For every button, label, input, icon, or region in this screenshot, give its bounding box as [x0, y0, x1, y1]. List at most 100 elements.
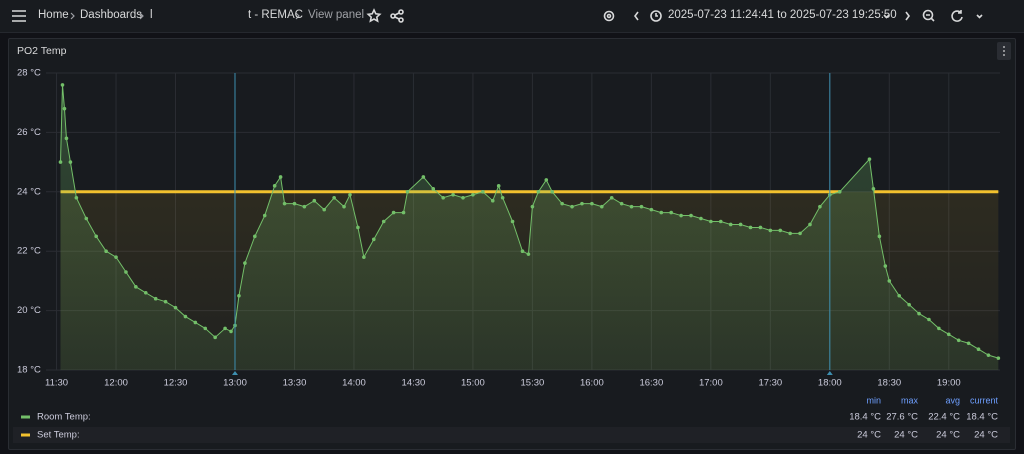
x-tick-label: 19:00: [937, 378, 961, 389]
data-point: [60, 83, 65, 87]
data-point: [871, 187, 876, 191]
data-point: [74, 195, 79, 200]
annotation-marker: [826, 371, 833, 375]
data-point: [348, 192, 352, 197]
refresh[interactable]: [951, 10, 963, 22]
data-point: [956, 338, 961, 343]
data-point: [163, 299, 168, 304]
time-range[interactable]: 2025-07-23 11:24:41 to 2025-07-23 19:25:…: [668, 9, 897, 21]
time-forward[interactable]: [905, 11, 910, 21]
breadcrumb[interactable]: l: [150, 9, 153, 21]
breadcrumb[interactable]: Home: [38, 9, 69, 21]
legend-row-bg: [13, 427, 1010, 443]
data-point: [84, 216, 89, 221]
data-point: [639, 204, 644, 209]
data-point: [272, 184, 277, 188]
data-point: [381, 219, 386, 224]
data-point: [243, 261, 247, 265]
data-point: [292, 201, 297, 206]
data-point: [728, 222, 733, 227]
data-point: [405, 190, 410, 194]
data-point: [62, 106, 67, 111]
breadcrumb[interactable]: t - REMAC: [248, 9, 303, 21]
data-point: [193, 320, 198, 325]
data-point: [229, 329, 233, 334]
y-tick-label: 18 °C: [17, 365, 41, 376]
x-tick-label: 12:30: [164, 378, 188, 389]
data-point: [421, 175, 426, 179]
data-point: [669, 210, 673, 215]
data-point: [927, 317, 931, 322]
data-point: [570, 204, 574, 209]
x-tick-label: 14:30: [402, 378, 426, 389]
data-point: [530, 204, 535, 209]
x-tick-label: 17:00: [699, 378, 723, 389]
data-point: [153, 296, 158, 301]
top-icons: [12, 8, 983, 23]
data-point: [738, 222, 743, 227]
data-point: [897, 293, 902, 298]
data-point: [536, 190, 541, 194]
data-point: [590, 201, 594, 206]
panel-title: PO2 Temp: [17, 45, 67, 57]
data-point: [887, 279, 892, 283]
data-point: [173, 305, 178, 310]
refresh-dropdown[interactable]: [976, 14, 983, 19]
data-point: [966, 341, 971, 346]
x-tick-label: 16:00: [580, 378, 604, 389]
data-point: [391, 210, 396, 215]
settings-icon[interactable]: [603, 10, 615, 22]
x-tick-label: 16:30: [639, 378, 663, 389]
data-point: [253, 234, 257, 239]
data-point: [481, 190, 485, 194]
data-point: [580, 201, 584, 206]
data-point: [302, 204, 307, 209]
data-point: [223, 326, 227, 331]
series-area: [60, 84, 999, 370]
panel-menu-dots: [1003, 46, 1005, 56]
data-point: [544, 178, 549, 182]
data-point: [907, 302, 911, 307]
legend-column-header: max: [901, 395, 919, 405]
data-point: [461, 195, 465, 200]
data-point: [748, 225, 753, 230]
data-point: [758, 225, 763, 230]
data-point: [342, 204, 346, 209]
data-point: [94, 234, 98, 239]
legend-name[interactable]: Set Temp:: [37, 430, 80, 441]
breadcrumb[interactable]: Dashboards: [80, 9, 143, 21]
star-icon[interactable]: [366, 8, 382, 23]
data-point: [946, 332, 951, 337]
data-point: [699, 216, 703, 221]
y-tick-label: 24 °C: [17, 186, 41, 197]
x-tick-label: 18:30: [877, 378, 901, 389]
data-point: [560, 201, 564, 206]
menu-icon[interactable]: [12, 10, 26, 22]
data-point: [629, 204, 634, 209]
data-point: [689, 213, 693, 218]
data-point: [322, 207, 327, 212]
time-picker-dropdown[interactable]: [883, 14, 890, 19]
data-point: [362, 255, 366, 259]
data-point: [490, 198, 495, 203]
share-icon[interactable]: [390, 9, 404, 23]
data-point: [496, 184, 501, 188]
data-point: [356, 225, 360, 230]
legend-stat: 18.4 °C: [849, 412, 881, 423]
data-point: [867, 157, 872, 161]
legend-column-header: avg: [945, 395, 960, 405]
legend-name[interactable]: Room Temp:: [37, 412, 91, 423]
data-point: [619, 201, 624, 206]
data-point: [68, 160, 73, 164]
time-back[interactable]: [634, 11, 639, 21]
data-point: [500, 195, 505, 200]
zoom-out[interactable]: [922, 9, 935, 22]
x-tick-label: 11:30: [45, 378, 68, 389]
data-point: [104, 249, 108, 253]
data-point: [64, 136, 69, 141]
data-point: [837, 190, 842, 194]
y-tick-label: 28 °C: [17, 68, 41, 79]
data-point: [768, 228, 773, 233]
data-point: [134, 285, 138, 289]
data-point: [58, 160, 63, 164]
